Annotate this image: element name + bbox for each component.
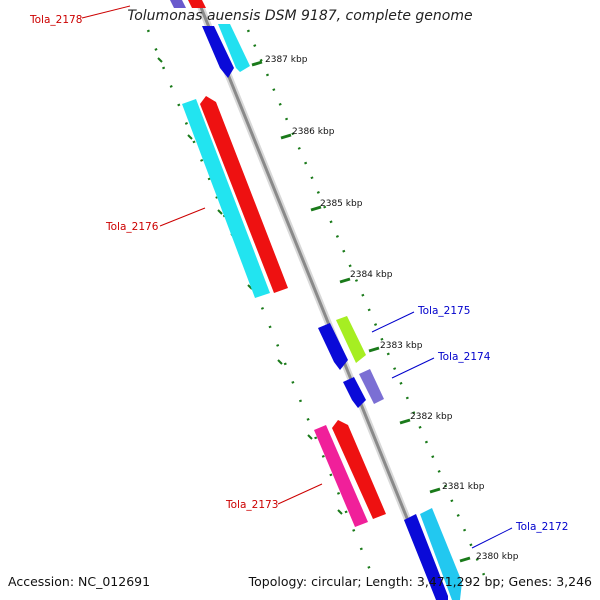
gene-arrow-tola-2175-green — [336, 316, 366, 363]
gene-arrow-tola-2173-pink — [314, 425, 368, 527]
tick-marks — [157, 57, 471, 563]
gene-label-tola-2172[interactable]: Tola_2172 — [515, 521, 568, 533]
gene-label-tola-2178[interactable]: Tola_2178 — [29, 14, 82, 26]
tick-label: 2386 kbp — [292, 127, 335, 137]
gene-arrow-top-red — [188, 0, 206, 8]
tick-label: 2387 kbp — [265, 55, 308, 65]
tick-label: 2380 kbp — [476, 552, 519, 562]
gene-arrow-top-blue — [202, 26, 234, 78]
tick-mark-2384 — [339, 277, 351, 284]
tick-mark-2383 — [368, 346, 380, 353]
gene-label-tola-2174[interactable]: Tola_2174 — [437, 351, 491, 363]
tick-label: 2384 kbp — [350, 270, 393, 280]
gene-arrow-red-2173 — [332, 420, 386, 519]
gene-arrow-tola-2174-lavender — [359, 369, 384, 404]
gene-arrow-blue-2174 — [343, 377, 366, 408]
genome-backbone-core — [196, 0, 442, 600]
inner-ring — [146, 29, 372, 571]
inner-tick — [277, 359, 283, 365]
gene-arrow-red-large — [200, 96, 288, 293]
topology-label: Topology: circular; Length: 3,471,292 bp… — [248, 574, 592, 589]
accession-label: Accession: NC_012691 — [8, 574, 151, 589]
inner-tick — [217, 209, 223, 215]
leader-line-tola-2173 — [277, 483, 323, 505]
tick-mark-2386 — [280, 133, 292, 140]
tick-mark-2385 — [310, 205, 322, 212]
gene-label-tola-2176[interactable]: Tola_2176 — [105, 221, 159, 233]
inner-tick — [247, 284, 253, 290]
tick-label: 2383 kbp — [380, 341, 423, 351]
tick-mark-2381 — [429, 487, 441, 494]
gene-arrow-top-lavender — [170, 0, 186, 8]
tick-mark-2387 — [251, 60, 263, 67]
gene-arrow-tola-2176-cyan — [182, 99, 270, 298]
gene-arrow-blue-2175 — [318, 323, 348, 370]
inner-tick — [187, 134, 193, 140]
leader-line-tola-2176 — [159, 207, 206, 227]
leader-line-tola-2175 — [371, 311, 415, 333]
inner-tick — [307, 434, 313, 440]
gene-label-tola-2175[interactable]: Tola_2175 — [417, 305, 470, 317]
inner-tick — [337, 509, 343, 515]
gene-arrow-top-cyan — [218, 24, 250, 72]
tick-mark-2380 — [459, 556, 471, 563]
leader-line-tola-2174 — [391, 357, 435, 379]
inner-tick — [157, 57, 163, 63]
leader-line-tola-2172 — [471, 527, 513, 549]
gene-label-tola-2173[interactable]: Tola_2173 — [225, 499, 278, 511]
gene-arrow-blue-bottom — [404, 514, 448, 600]
tick-label: 2385 kbp — [320, 199, 363, 209]
tick-label: 2382 kbp — [410, 412, 453, 422]
gene-arrow-tola-2172-cyan — [420, 508, 462, 600]
map-title: Tolumonas auensis DSM 9187, complete gen… — [127, 8, 473, 24]
leader-line-tola-2178 — [81, 5, 131, 19]
tick-mark-2382 — [399, 418, 411, 425]
tick-label: 2381 kbp — [442, 482, 485, 492]
